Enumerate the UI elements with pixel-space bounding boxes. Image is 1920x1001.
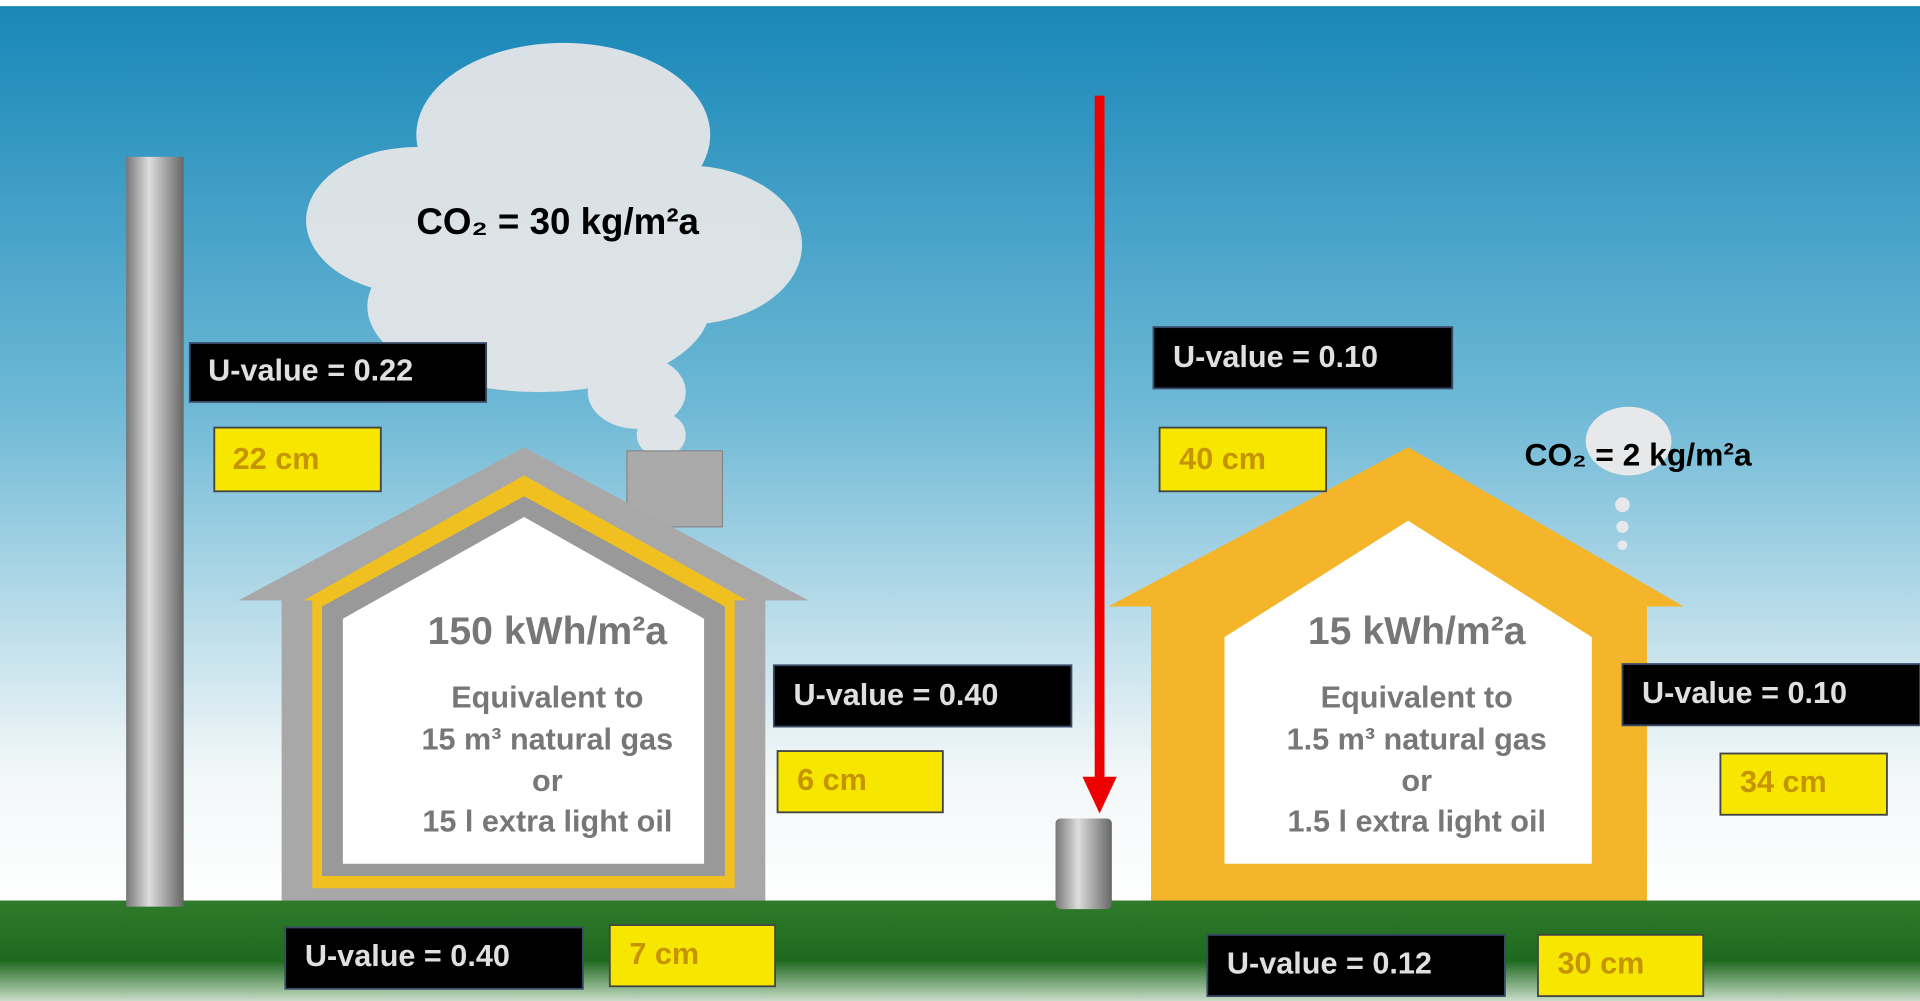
thickness-box: 6 cm xyxy=(776,750,944,814)
u-value: U-value = 0.12 xyxy=(1227,947,1432,981)
u-value-box: U-value = 0.10 xyxy=(1621,663,1920,727)
thickness-box: 7 cm xyxy=(608,924,777,988)
thickness: 34 cm xyxy=(1740,765,1827,799)
equivalent: Equivalent to xyxy=(451,681,643,715)
u-value: U-value = 0.10 xyxy=(1642,676,1847,710)
u-value: U-value = 0.22 xyxy=(208,354,413,388)
u-value-box: U-value = 0.40 xyxy=(772,664,1073,728)
equivalent: 15 l extra light oil xyxy=(422,804,672,838)
thickness: 7 cm xyxy=(629,937,699,971)
equivalent: 1.5 m³ natural gas xyxy=(1287,722,1547,756)
u-value-box: U-value = 0.12 xyxy=(1206,933,1506,998)
thickness-box: 30 cm xyxy=(1537,933,1705,998)
energy: 150 kWh/m²a xyxy=(428,610,669,653)
u-value-box: U-value = 0.10 xyxy=(1152,326,1454,390)
arrow-head xyxy=(1082,776,1117,814)
energy: 15 kWh/m²a xyxy=(1308,610,1527,653)
equivalent: 15 m³ natural gas xyxy=(422,722,674,756)
u-value: U-value = 0.40 xyxy=(793,678,998,712)
u-value: U-value = 0.40 xyxy=(305,939,510,973)
thickness-box: 34 cm xyxy=(1719,752,1888,816)
co2-label: CO₂ = 2 kg/m²a xyxy=(1524,436,1752,472)
thickness: 30 cm xyxy=(1558,947,1645,981)
right-house xyxy=(1108,447,1684,901)
thickness-box: 22 cm xyxy=(213,426,382,493)
thickness-box: 40 cm xyxy=(1158,426,1328,493)
u-value-box: U-value = 0.22 xyxy=(188,342,488,403)
cloud xyxy=(306,42,803,458)
equivalent: Equivalent to xyxy=(1321,681,1513,715)
u-value-box: U-value = 0.40 xyxy=(284,926,584,990)
u-value: U-value = 0.10 xyxy=(1173,340,1378,374)
co2-label: CO₂ = 30 kg/m²a xyxy=(416,201,699,242)
thickness: 6 cm xyxy=(797,763,867,797)
thickness: 22 cm xyxy=(233,442,320,476)
left-house xyxy=(238,447,809,901)
equivalent: 1.5 l extra light oil xyxy=(1287,804,1545,838)
equivalent: or xyxy=(1401,764,1432,798)
small-cloud xyxy=(1585,406,1672,551)
barrel xyxy=(1055,818,1112,910)
chimney-stack xyxy=(126,156,184,907)
equivalent: or xyxy=(532,764,563,798)
thickness: 40 cm xyxy=(1179,442,1266,476)
